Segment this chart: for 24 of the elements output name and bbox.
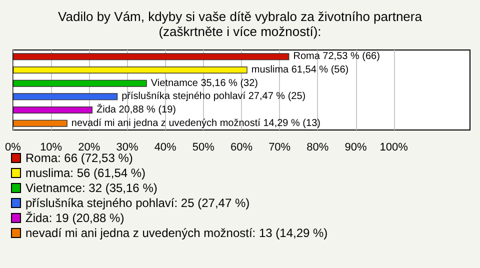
data-label: Roma 72,53 % (66): [293, 51, 380, 62]
data-label: muslima 61,54 % (56): [251, 64, 349, 76]
legend-label: příslušníka stejného pohlaví: 25 (27,47 %): [26, 196, 250, 210]
x-tick-label: 80%: [306, 142, 329, 154]
data-label: Vietnamce 35,16 % (32): [150, 78, 258, 89]
legend-label: Vietnamce: 32 (35,16 %): [26, 181, 158, 195]
data-label: nevadí mi ani jedna z uvedených možností 14,29 % (13): [71, 118, 320, 129]
data-label: Žida 20,88 % (19): [96, 104, 176, 116]
legend-label: nevadí mi ani jedna z uvedených možností: 13 (14,29 %): [26, 226, 328, 240]
x-tick-label: 90%: [344, 142, 367, 154]
x-tick-label: 50%: [192, 142, 215, 154]
legend-label: Roma: 66 (72,53 %): [26, 151, 133, 165]
x-tick-label: 70%: [268, 142, 291, 154]
legend-label: Žida: 19 (20,88 %): [26, 211, 124, 225]
x-tick-label: 30%: [116, 142, 138, 154]
x-tick-label: 0%: [5, 142, 22, 154]
legend-label: muslima: 56 (61,54 %): [26, 166, 146, 180]
x-tick-label: 100%: [380, 142, 408, 154]
data-label: příslušníka stejného pohlaví 27,47 % (25): [122, 91, 306, 102]
x-tick-label: 60%: [230, 142, 253, 154]
x-tick-label: 10%: [40, 142, 62, 154]
x-tick-label: 40%: [154, 142, 177, 154]
x-tick-label: 20%: [78, 142, 100, 154]
chart-title: Vadilo by Vám, kdyby si vaše dítě vybralo za životního partnera (zaškrtněte i více možností):: [58, 9, 423, 39]
